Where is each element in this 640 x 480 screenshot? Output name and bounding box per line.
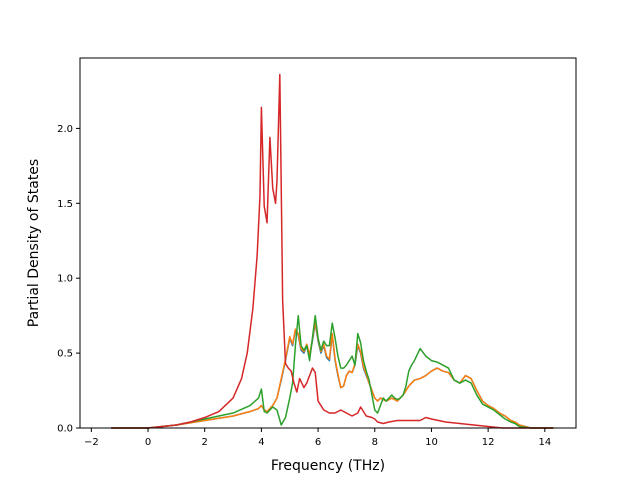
x-tick-label: 14 [538, 437, 551, 448]
y-axis: 0.0 0.5 1.0 1.5 2.0 [57, 124, 80, 435]
x-tick-label: 8 [372, 437, 378, 448]
series-line-2 [111, 320, 554, 429]
x-tick-label: 12 [482, 437, 495, 448]
y-axis-label: Partial Density of States [26, 159, 42, 327]
series-line-3 [111, 314, 554, 429]
x-tick-label: −2 [84, 437, 99, 448]
x-tick-label: 2 [202, 437, 208, 448]
x-tick-label: 10 [425, 437, 438, 448]
y-tick-label: 0.0 [57, 424, 73, 435]
y-tick-label: 1.5 [57, 199, 73, 210]
y-tick-label: 1.0 [57, 274, 73, 285]
x-axis-label: Frequency (THz) [271, 458, 385, 474]
y-tick-label: 0.5 [57, 349, 73, 360]
x-tick-label: 4 [258, 437, 264, 448]
y-tick-label: 2.0 [57, 124, 73, 135]
series-line-4 [111, 73, 554, 429]
plot-frame [79, 57, 577, 429]
x-axis: −2 0 2 4 6 8 10 12 14 [84, 428, 551, 448]
x-tick-label: 0 [145, 437, 151, 448]
x-tick-label: 6 [315, 437, 321, 448]
series-layer [111, 73, 554, 429]
